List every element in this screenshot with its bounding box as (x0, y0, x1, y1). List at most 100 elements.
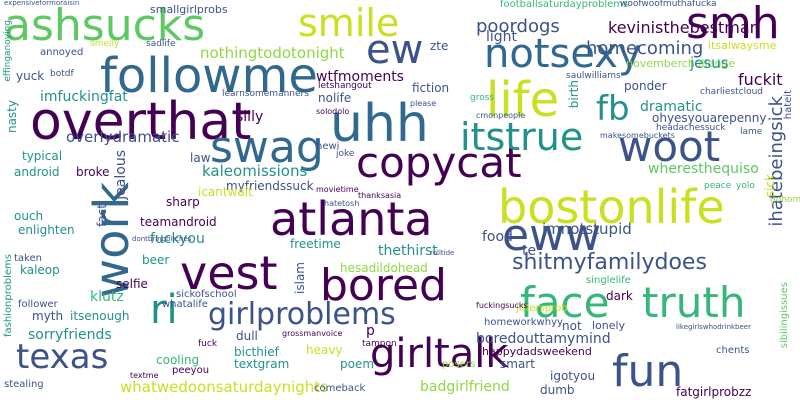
word: dumb (540, 383, 575, 397)
word: jealous (113, 150, 129, 200)
word: kevinisthebestman (608, 18, 760, 37)
word: light (486, 29, 518, 45)
word: tampon (362, 339, 397, 349)
word: broke (76, 165, 110, 179)
word: textme (130, 371, 159, 380)
word: atlanta (270, 192, 433, 246)
word: headachessuck (656, 123, 726, 133)
word: fun (612, 346, 684, 397)
word: effinganoying (3, 20, 13, 82)
word: dontbringbitches (132, 235, 192, 243)
word: shitmyfamilydoes (512, 250, 707, 275)
word: klutz (90, 289, 124, 305)
word: life (486, 72, 560, 128)
word: whatwedoonsaturdaynights (120, 378, 329, 396)
word: fatgirlprobzz (676, 385, 752, 399)
word: yuck (16, 69, 45, 83)
word: bostonlife (498, 180, 725, 234)
word: food (482, 229, 513, 245)
word: rolltide (430, 249, 455, 257)
word: islam (293, 262, 307, 294)
word: badgirlfriend (420, 379, 510, 395)
word: peeyou (172, 365, 210, 376)
word: texas (16, 337, 109, 377)
word: silly (236, 109, 264, 125)
word: fuckingsucks (476, 301, 528, 310)
word: hewi (316, 141, 340, 152)
word: stealing (4, 379, 44, 390)
word: android (14, 165, 60, 179)
word: smh (686, 0, 780, 49)
word: poordogs (476, 16, 560, 37)
word: enlighten (18, 223, 75, 237)
word: fuckyou (150, 231, 205, 247)
word: fuck (198, 339, 218, 349)
word: beer (142, 253, 170, 267)
word: uhh (330, 94, 429, 154)
word: zte (430, 39, 449, 53)
word: bored (320, 260, 447, 311)
word: solodolo (316, 107, 350, 116)
word: hatetosh (324, 199, 360, 208)
word: happydadsweekend (482, 345, 592, 358)
word: selfie (116, 277, 148, 291)
word: imfuckingfat (40, 89, 128, 105)
word: woofwoofmuthafucka (620, 0, 717, 9)
word: posers (442, 359, 476, 370)
word: ouch (14, 209, 44, 223)
word: teamandroid (140, 215, 217, 229)
word: boredouttamymind (476, 331, 611, 347)
word: swag (210, 122, 324, 173)
word: charliestcloud (700, 87, 763, 97)
word: sibilingissues (779, 282, 790, 349)
word: learnsomemanners (222, 89, 309, 99)
word: hesadildohead (340, 261, 428, 275)
word: overlydramatic (66, 128, 180, 146)
word: wheresthequiso (648, 161, 759, 177)
word: vest (180, 246, 278, 300)
word: jesus (690, 54, 729, 72)
word: taken (14, 253, 42, 264)
word: smallgirlprobs (150, 3, 228, 16)
word: birth (567, 80, 581, 109)
word: dark (606, 289, 633, 303)
word: saulwilliams (566, 71, 621, 81)
word: botdf (50, 69, 74, 79)
word: nasty (5, 100, 19, 134)
word: nolife (318, 91, 352, 105)
word: likegirlswhodrinkbeer (676, 323, 751, 331)
word: ohyesyouarepenny (652, 111, 767, 125)
word: joke (336, 149, 355, 159)
word: fact (95, 204, 109, 227)
word: fiction (412, 81, 450, 95)
word: dramatic (640, 99, 703, 115)
word: cmonpeople (476, 111, 526, 120)
word: thanksasia (358, 191, 402, 200)
word: expensiveformoraisin (4, 0, 80, 7)
word: woot (618, 122, 721, 171)
word: fashionproblems (3, 254, 14, 338)
word: nothingtodotonight (200, 44, 345, 62)
word: follower (18, 299, 58, 310)
word: not (562, 319, 582, 333)
word: dull (236, 329, 258, 343)
word: letshangout (318, 81, 372, 91)
word: smile (298, 1, 400, 45)
word: grossmanvoice (282, 329, 343, 338)
word: annoyed (40, 47, 84, 58)
word: imnotstupid (542, 220, 632, 238)
word: hateit (783, 90, 794, 120)
word: ashsucks (4, 0, 206, 51)
word: please (410, 99, 437, 108)
word: ri (150, 287, 178, 333)
word: ponder (624, 79, 667, 93)
word: law (190, 151, 211, 165)
word: overthat (30, 92, 252, 152)
word: kaleomissions (202, 162, 308, 180)
word: comeback (314, 383, 366, 394)
word: face (520, 278, 610, 327)
word: te (522, 243, 537, 259)
word: gross (470, 93, 495, 103)
word: singlelife (586, 275, 631, 286)
